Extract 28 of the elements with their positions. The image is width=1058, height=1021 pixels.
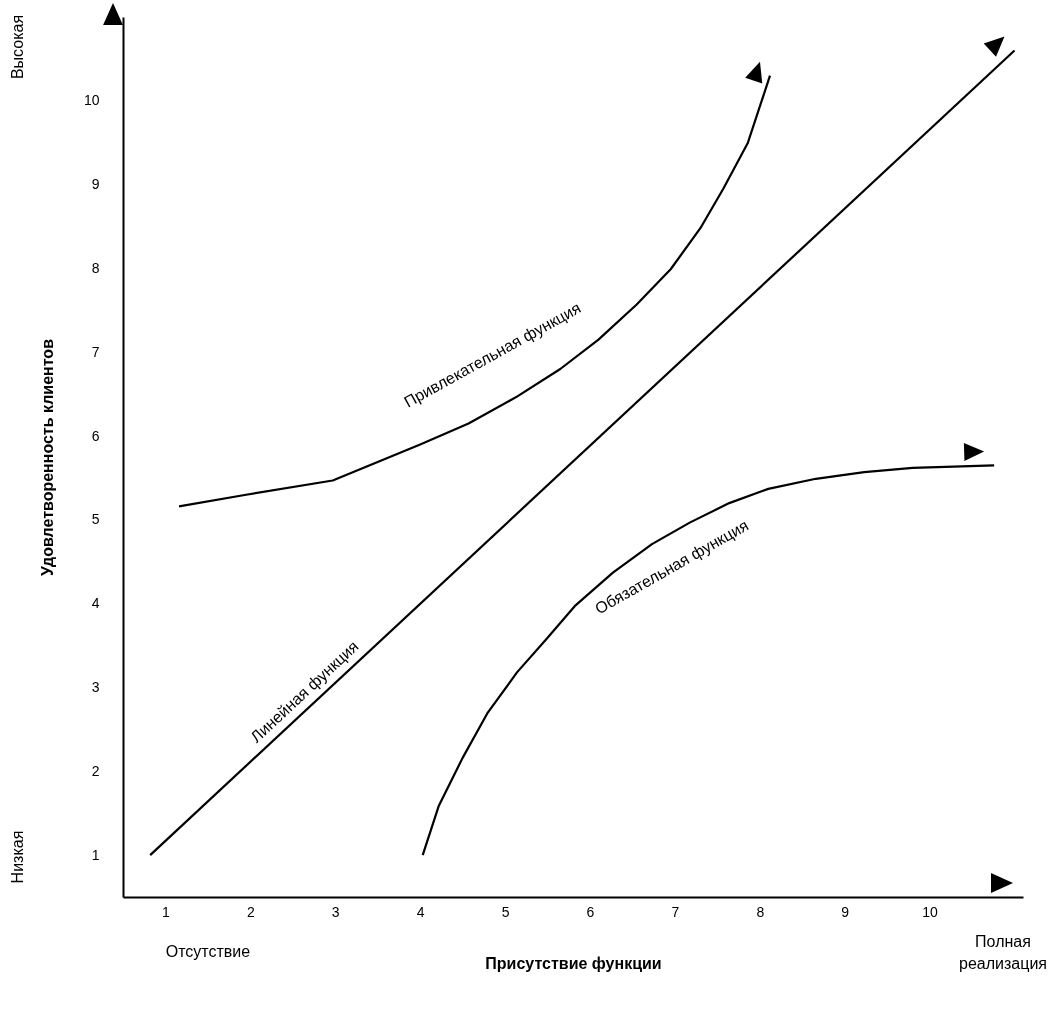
y-tick-label: 3 xyxy=(91,678,100,695)
x-tick-label: 2 xyxy=(246,903,255,920)
text: Низкая xyxy=(9,830,26,884)
x-tick-label: 5 xyxy=(501,903,510,920)
line-series xyxy=(421,464,996,857)
x-tick-label: 4 xyxy=(416,903,425,920)
y-tick-label: 4 xyxy=(91,595,100,612)
x-tick-label: 10 xyxy=(922,903,939,920)
text: Полная реализация xyxy=(959,933,1047,972)
text: Отсутствие xyxy=(165,943,251,960)
x-tick-label: 7 xyxy=(671,903,680,920)
x-tick-label: 9 xyxy=(841,903,850,920)
x-tick-label: 3 xyxy=(331,903,340,920)
x-axis-title: Присутствие функции xyxy=(485,954,662,972)
x-tick-label: 8 xyxy=(756,903,765,920)
text: Высокая xyxy=(9,14,26,80)
y-tick-label: 9 xyxy=(91,176,100,193)
y-axis-title: Удовлетворенность клиентов xyxy=(38,338,56,576)
y-tick-label: 8 xyxy=(91,259,100,276)
x-tick-label: 6 xyxy=(586,903,595,920)
y-tick-label: 2 xyxy=(91,762,100,779)
y-tick-label: 5 xyxy=(91,511,100,528)
y-tick-label: 1 xyxy=(91,846,100,863)
line-series xyxy=(177,74,772,508)
x-tick-label: 1 xyxy=(162,903,171,920)
y-tick-label: 6 xyxy=(91,427,100,444)
y-tick-label: 10 xyxy=(83,92,100,109)
y-tick-label: 7 xyxy=(91,343,100,360)
